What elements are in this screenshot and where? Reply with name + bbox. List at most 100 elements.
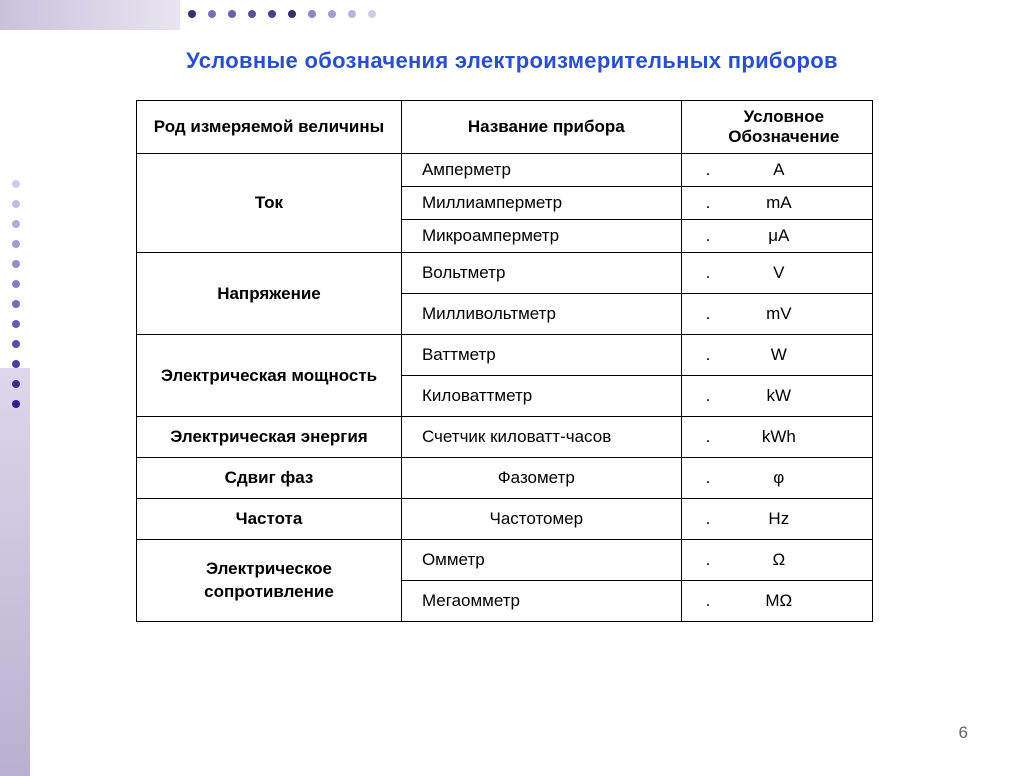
symbol-prefix: . (706, 345, 716, 365)
symbol-prefix: . (706, 160, 716, 180)
cell-symbol: .MΩ (681, 581, 872, 622)
decorative-dot (12, 300, 20, 308)
symbol-prefix: . (706, 304, 716, 324)
cell-symbol: .kWh (681, 417, 872, 458)
decorative-dot (12, 400, 20, 408)
page-title: Условные обозначения электроизмерительны… (0, 48, 1024, 74)
instruments-table-body: ТокАмперметр.AМиллиамперметр.mAМикроампе… (137, 154, 873, 622)
table-row: ЧастотаЧастотомер.Hz (137, 499, 873, 540)
cell-quantity: Электрическая мощность (137, 335, 402, 417)
table-row: Электрическая мощностьВаттметр.W (137, 335, 873, 376)
quantity-line: сопротивление (204, 582, 334, 601)
top-accent-band (0, 0, 180, 30)
cell-device: Частотомер (401, 499, 681, 540)
page-number: 6 (959, 723, 968, 743)
symbol-value: W (716, 345, 842, 365)
instruments-table: Род измеряемой величины Название прибора… (136, 100, 873, 622)
cell-device: Счетчик киловатт-часов (401, 417, 681, 458)
cell-device: Ваттметр (401, 335, 681, 376)
cell-device: Микроамперметр (401, 220, 681, 253)
symbol-prefix: . (706, 263, 716, 283)
cell-device: Амперметр (401, 154, 681, 187)
cell-device: Омметр (401, 540, 681, 581)
symbol-prefix: . (706, 193, 716, 213)
cell-symbol: .mV (681, 294, 872, 335)
decorative-dot (12, 260, 20, 268)
symbol-value: kWh (716, 427, 842, 447)
decorative-dot (208, 10, 216, 18)
side-dot-column (12, 180, 20, 408)
symbol-value: φ (716, 468, 842, 488)
table-row: ТокАмперметр.A (137, 154, 873, 187)
instruments-table-wrap: Род измеряемой величины Название прибора… (136, 100, 873, 622)
symbol-prefix: . (706, 226, 716, 246)
symbol-prefix: . (706, 386, 716, 406)
cell-symbol: .W (681, 335, 872, 376)
symbol-value: μA (716, 226, 842, 246)
header-device: Название прибора (401, 101, 681, 154)
decorative-dot (288, 10, 296, 18)
symbol-value: kW (716, 386, 842, 406)
header-symbol-line1: Условное (744, 107, 824, 126)
cell-quantity: Частота (137, 499, 402, 540)
decorative-dot (12, 280, 20, 288)
header-quantity: Род измеряемой величины (137, 101, 402, 154)
cell-symbol: .A (681, 154, 872, 187)
decorative-dot (268, 10, 276, 18)
table-row: Электрическая энергияСчетчик киловатт-ча… (137, 417, 873, 458)
cell-quantity: Ток (137, 154, 402, 253)
decorative-dot (12, 240, 20, 248)
decorative-dot (12, 200, 20, 208)
cell-quantity: Напряжение (137, 253, 402, 335)
cell-device: Вольтметр (401, 253, 681, 294)
symbol-value: V (716, 263, 842, 283)
symbol-prefix: . (706, 550, 716, 570)
symbol-prefix: . (706, 591, 716, 611)
decorative-dot (368, 10, 376, 18)
decorative-dot (188, 10, 196, 18)
side-accent-band (0, 368, 30, 776)
cell-device: Милливольтметр (401, 294, 681, 335)
cell-symbol: .Ω (681, 540, 872, 581)
header-symbol-line2: Обозначение (728, 127, 839, 146)
cell-symbol: .kW (681, 376, 872, 417)
cell-symbol: .φ (681, 458, 872, 499)
table-row: ЭлектрическоесопротивлениеОмметр.Ω (137, 540, 873, 581)
decorative-dot (328, 10, 336, 18)
header-symbol: Условное Обозначение (681, 101, 872, 154)
cell-symbol: .Hz (681, 499, 872, 540)
cell-device: Киловаттметр (401, 376, 681, 417)
cell-symbol: .V (681, 253, 872, 294)
decorative-dot (248, 10, 256, 18)
cell-quantity: Электрическая энергия (137, 417, 402, 458)
table-row: НапряжениеВольтметр.V (137, 253, 873, 294)
symbol-value: mA (716, 193, 842, 213)
cell-quantity: Сдвиг фаз (137, 458, 402, 499)
cell-symbol: .mA (681, 187, 872, 220)
decorative-dot (308, 10, 316, 18)
symbol-prefix: . (706, 468, 716, 488)
cell-device: Миллиамперметр (401, 187, 681, 220)
cell-device: Фазометр (401, 458, 681, 499)
quantity-line: Электрическое (206, 559, 332, 578)
symbol-value: Ω (716, 550, 842, 570)
decorative-dot (12, 340, 20, 348)
cell-device: Мегаомметр (401, 581, 681, 622)
symbol-value: Hz (716, 509, 842, 529)
table-header-row: Род измеряемой величины Название прибора… (137, 101, 873, 154)
cell-symbol: .μA (681, 220, 872, 253)
decorative-dot (228, 10, 236, 18)
symbol-value: MΩ (716, 591, 842, 611)
decorative-dot (12, 180, 20, 188)
top-dot-row (188, 10, 376, 18)
symbol-prefix: . (706, 427, 716, 447)
decorative-dot (12, 320, 20, 328)
decorative-dot (12, 360, 20, 368)
symbol-prefix: . (706, 509, 716, 529)
table-row: Сдвиг фазФазометр.φ (137, 458, 873, 499)
cell-quantity: Электрическое сопротивление (137, 540, 402, 622)
decorative-dot (12, 220, 20, 228)
decorative-dot (348, 10, 356, 18)
symbol-value: A (716, 160, 842, 180)
symbol-value: mV (716, 304, 842, 324)
